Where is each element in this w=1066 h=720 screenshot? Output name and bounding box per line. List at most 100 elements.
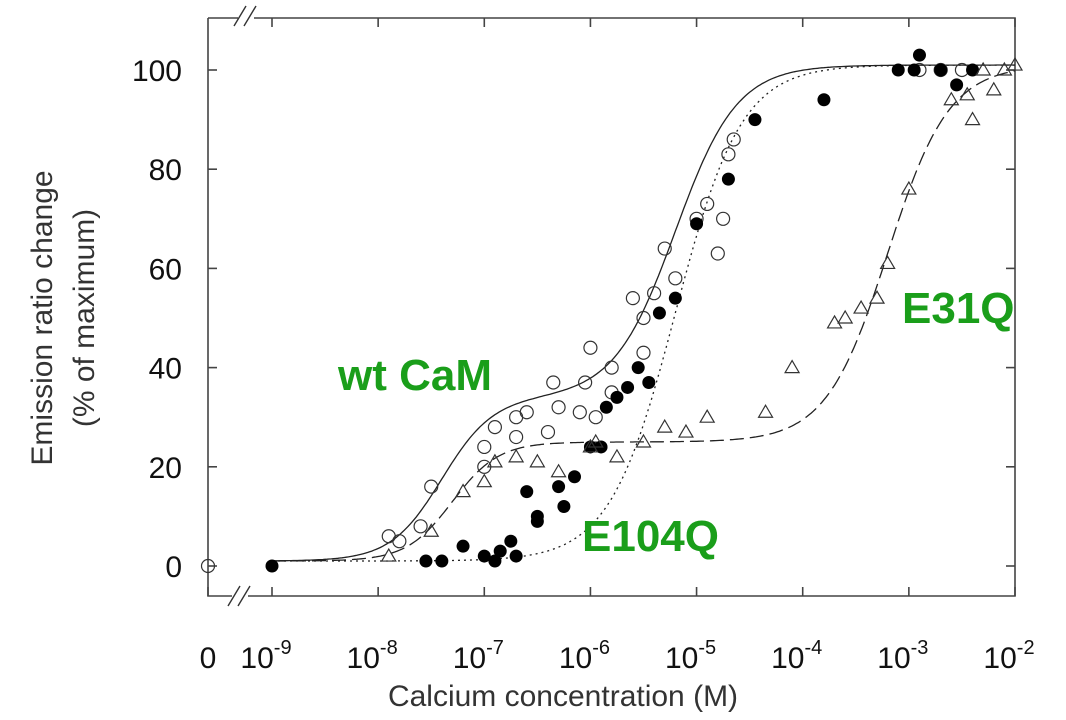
data-point-filled-circle: [912, 48, 926, 62]
data-point-open-circle: [721, 147, 736, 162]
data-point-filled-circle: [934, 63, 948, 77]
data-point-filled-circle: [265, 559, 279, 573]
x-tick-label: 10-4: [771, 637, 822, 675]
top-axis-break: [233, 5, 257, 27]
label-e31q: E31Q: [902, 284, 1015, 333]
data-point-open-circle: [636, 310, 651, 326]
data-point-open-triangle: [1006, 56, 1024, 71]
data-point-open-circle: [700, 196, 715, 212]
x-tick-label: 10-5: [665, 637, 716, 675]
y-tick-label: 80: [149, 154, 182, 187]
data-point-open-triangle: [784, 359, 801, 374]
data-point-filled-circle: [493, 544, 507, 558]
data-point-filled-circle: [642, 375, 656, 389]
data-point-open-triangle: [900, 180, 917, 195]
data-point-filled-circle: [599, 400, 613, 414]
data-point-filled-circle: [668, 291, 682, 305]
data-point-filled-circle: [456, 539, 470, 553]
x-axis-title: Calcium concentration (M): [388, 680, 738, 713]
y-tick-label: 60: [149, 253, 182, 286]
data-point-filled-circle: [552, 480, 566, 494]
data-point-open-triangle: [380, 547, 397, 562]
data-point-open-triangle: [959, 86, 976, 101]
data-point-filled-circle: [631, 361, 645, 375]
x-axis-break: [227, 585, 251, 607]
data-point-filled-circle: [690, 217, 704, 231]
data-point-open-circle: [604, 360, 619, 375]
data-point-open-triangle: [757, 404, 774, 418]
label-wt-cam: wt CaM: [337, 351, 492, 400]
data-point-open-circle: [487, 420, 502, 435]
data-point-open-circle: [572, 405, 587, 420]
data-point-filled-circle: [504, 534, 518, 548]
data-point-filled-circle: [419, 554, 433, 568]
data-point-filled-circle: [435, 554, 449, 568]
data-point-open-triangle: [868, 289, 886, 304]
x-tick-label: 10-3: [877, 637, 928, 675]
y-axis-title: Emission ratio change: [26, 170, 59, 465]
data-point-filled-circle: [721, 172, 735, 186]
x-tick-label-zero: 0: [200, 642, 217, 675]
data-point-filled-circle: [477, 549, 491, 563]
data-point-open-circle: [551, 400, 566, 415]
data-point-filled-circle: [621, 380, 635, 394]
data-point-open-circle: [668, 271, 683, 286]
fit-curve-dashed: [272, 70, 1016, 562]
y-tick-label: 100: [132, 55, 182, 88]
y-tick-label: 40: [149, 353, 182, 386]
data-point-open-triangle: [975, 61, 992, 76]
data-point-open-triangle: [550, 463, 567, 478]
data-point-filled-circle: [610, 390, 624, 404]
data-point-open-circle: [546, 375, 561, 390]
data-point-open-circle: [477, 439, 492, 455]
data-point-open-circle: [657, 241, 672, 256]
data-point-open-circle: [578, 375, 593, 390]
fit-curve-solid: [272, 64, 1015, 562]
data-point-open-circle: [636, 345, 651, 360]
data-point-open-triangle: [677, 423, 695, 438]
data-point-filled-circle: [488, 554, 502, 568]
data-point-filled-circle: [652, 306, 666, 320]
data-point-open-circle: [625, 291, 640, 306]
data-point-open-triangle: [943, 91, 960, 106]
x-tick-label: 10-7: [453, 637, 504, 675]
data-point-open-circle: [392, 534, 407, 549]
data-point-filled-circle: [520, 485, 534, 499]
data-point-open-circle: [726, 132, 741, 147]
data-point-open-circle: [519, 405, 534, 420]
data-point-open-circle: [716, 211, 731, 226]
data-point-open-triangle: [996, 61, 1013, 76]
data-point-open-triangle: [964, 111, 981, 126]
x-tick-label: 10-8: [347, 637, 398, 675]
data-point-open-triangle: [486, 453, 503, 468]
data-point-open-triangle: [699, 409, 716, 423]
data-point-open-triangle: [608, 448, 626, 463]
plot-frame: [207, 17, 1016, 597]
data-point-filled-circle: [907, 63, 921, 77]
data-point-filled-circle: [530, 514, 544, 528]
data-point-open-triangle: [476, 473, 493, 488]
data-point-filled-circle: [966, 63, 980, 77]
data-point-open-triangle: [423, 523, 440, 537]
x-tick-label: 10-2: [983, 637, 1034, 675]
label-e104q: E104Q: [582, 512, 719, 561]
data-point-open-circle: [424, 479, 439, 494]
data-point-open-triangle: [529, 453, 546, 468]
data-point-open-triangle: [635, 433, 652, 448]
data-point-filled-circle: [950, 78, 964, 92]
x-tick-label: 10-6: [559, 637, 610, 675]
data-points: [200, 48, 1024, 574]
tick-labels: 0 20 40 60 80 100 10-9 10-8 10-7 10-6 10-5 10-4 10-3…: [132, 55, 1035, 675]
data-point-open-circle: [588, 410, 603, 425]
data-point-filled-circle: [568, 470, 582, 484]
data-point-filled-circle: [817, 93, 831, 107]
data-point-open-triangle: [826, 314, 843, 329]
data-point-open-circle: [509, 429, 524, 445]
data-point-open-triangle: [879, 255, 896, 270]
data-point-open-triangle: [985, 81, 1002, 96]
data-point-filled-circle: [891, 63, 905, 77]
data-point-filled-circle: [557, 499, 571, 513]
data-point-open-triangle: [837, 309, 854, 324]
y-tick-label: 0: [165, 551, 182, 584]
y-axis-subtitle: (% of maximum): [68, 209, 101, 427]
